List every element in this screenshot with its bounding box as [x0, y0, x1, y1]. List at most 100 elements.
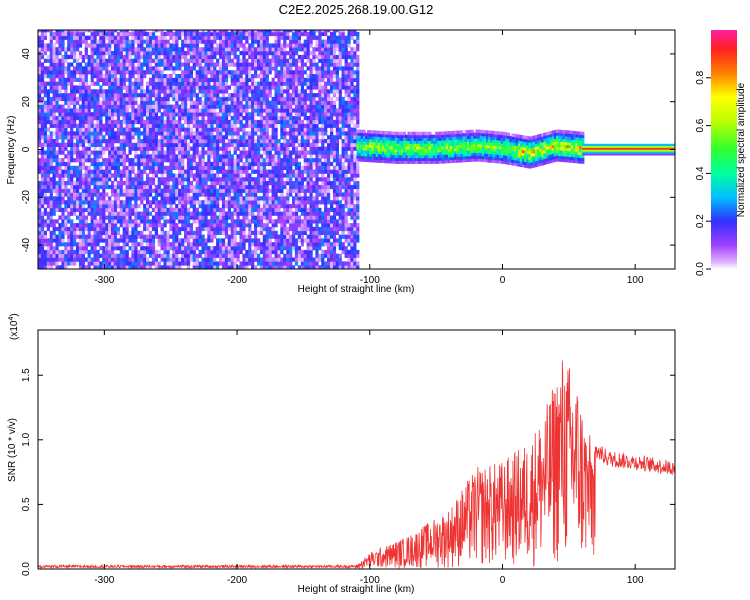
spectrogram-cell [125, 242, 129, 247]
spectrogram-cell [102, 112, 106, 117]
spectrogram-cell [125, 142, 129, 147]
spectrogram-cell [108, 249, 112, 255]
spectrogram-cell [134, 89, 138, 94]
spectrogram-cell [166, 211, 170, 216]
spectrogram-cell [198, 31, 202, 37]
spectrogram-cell [294, 85, 299, 90]
spectrogram-cell [128, 192, 132, 197]
spectrogram-cell [38, 123, 42, 128]
spectrogram-cell [128, 265, 132, 269]
spectrogram-cell [40, 234, 45, 239]
spectrogram-cell [277, 139, 281, 144]
spectrogram-cell [219, 223, 223, 228]
spectrogram-cell [140, 104, 144, 109]
spectrogram-cell [119, 200, 123, 205]
spectrogram-cell [207, 226, 211, 232]
spectrogram-cell [81, 223, 85, 228]
spectrogram-cell [201, 81, 205, 86]
spectrogram-cell [96, 108, 100, 113]
spectrogram-cell [254, 265, 258, 269]
spectrogram-cell [58, 77, 62, 82]
spectrogram-cell [216, 181, 220, 186]
spectrogram-cell [111, 96, 115, 102]
spectrogram-cell [178, 146, 182, 151]
spectrogram-cell [125, 66, 129, 71]
spectrogram-cell [283, 135, 287, 140]
spectrogram-cell [146, 39, 150, 44]
spectrogram-cell [93, 81, 97, 86]
spectrogram-cell [192, 154, 196, 159]
spectrogram-cell [137, 257, 141, 262]
spectrogram-cell [268, 207, 272, 212]
spectrogram-cell [119, 70, 123, 75]
spectrogram-cell [49, 100, 53, 105]
spectrogram-cell [268, 158, 272, 163]
spectrogram-cell [125, 89, 129, 94]
spectrogram-cell [286, 51, 290, 56]
spectrogram-cell [81, 127, 85, 132]
spectrogram-cell [154, 104, 158, 109]
spectrogram-cell [210, 230, 214, 235]
spectrogram-cell [184, 169, 188, 174]
spectrogram-cell [178, 150, 182, 155]
spectrogram-cell [43, 70, 47, 75]
spectrogram-cell [43, 249, 47, 255]
spectrogram-cell [73, 146, 77, 151]
spectrogram-cell [224, 188, 229, 193]
spectrogram-cell [90, 100, 94, 105]
spectrogram-cell [189, 226, 193, 232]
spectrogram-cell [131, 242, 135, 247]
spectrogram-cell [189, 204, 193, 209]
spectrogram-cell [78, 104, 83, 109]
spectrogram-cell [210, 77, 214, 82]
spectrogram-cell [99, 207, 103, 212]
spectrogram-cell [236, 207, 240, 212]
spectrogram-cell [297, 249, 301, 255]
spectrogram-cell [219, 184, 223, 190]
spectrogram-cell [105, 51, 109, 56]
spectrogram-cell [108, 81, 112, 86]
spectrogram-cell [70, 85, 74, 90]
spectrogram-cell [46, 119, 50, 125]
spectrogram-cell [67, 238, 71, 243]
spectrogram-cell [67, 123, 71, 128]
spectrogram-cell [46, 211, 50, 216]
spectrogram-cell [78, 161, 83, 167]
spectrogram-cell [111, 211, 115, 216]
spectrogram-cell [105, 207, 109, 212]
spectrogram-cell [70, 238, 74, 243]
spectrogram-cell [125, 31, 129, 37]
spectrogram-cell [254, 66, 258, 71]
spectrogram-cell [265, 158, 269, 163]
spectrogram-cell [286, 108, 290, 113]
spectrogram-cell [160, 51, 164, 56]
spectrogram-cell [67, 211, 71, 216]
spectrogram-cell [169, 173, 173, 178]
spectrogram-cell [198, 169, 202, 174]
spectrogram-cell [67, 158, 71, 163]
spectrogram-cell [294, 30, 299, 33]
spectrogram-cell [131, 211, 135, 216]
spectrogram-cell [192, 131, 196, 136]
spectrogram-cell [254, 226, 258, 232]
spectrogram-cell [148, 119, 153, 125]
spectrogram-cell [102, 265, 106, 269]
spectrogram-cell [178, 116, 182, 121]
spectrogram-cell [105, 265, 109, 269]
spectrogram-cell [283, 265, 287, 269]
spectrogram-cell [128, 158, 132, 163]
spectrogram-cell [113, 35, 118, 40]
spectrogram-cell [181, 74, 185, 79]
spectrogram-cell [178, 66, 182, 71]
spectrogram-cell [169, 177, 173, 182]
spectrogram-cell [148, 31, 153, 37]
spectrogram-cell [230, 77, 234, 82]
spectrogram-cell [259, 223, 264, 228]
spectrogram-cell [146, 66, 150, 71]
spectrogram-cell [113, 246, 118, 251]
spectrogram-cell [125, 215, 129, 220]
spectrogram-cell [277, 43, 281, 48]
spectrogram-cell [265, 200, 269, 205]
spectrogram-cell [49, 35, 53, 40]
spectrogram-cell [108, 253, 112, 258]
